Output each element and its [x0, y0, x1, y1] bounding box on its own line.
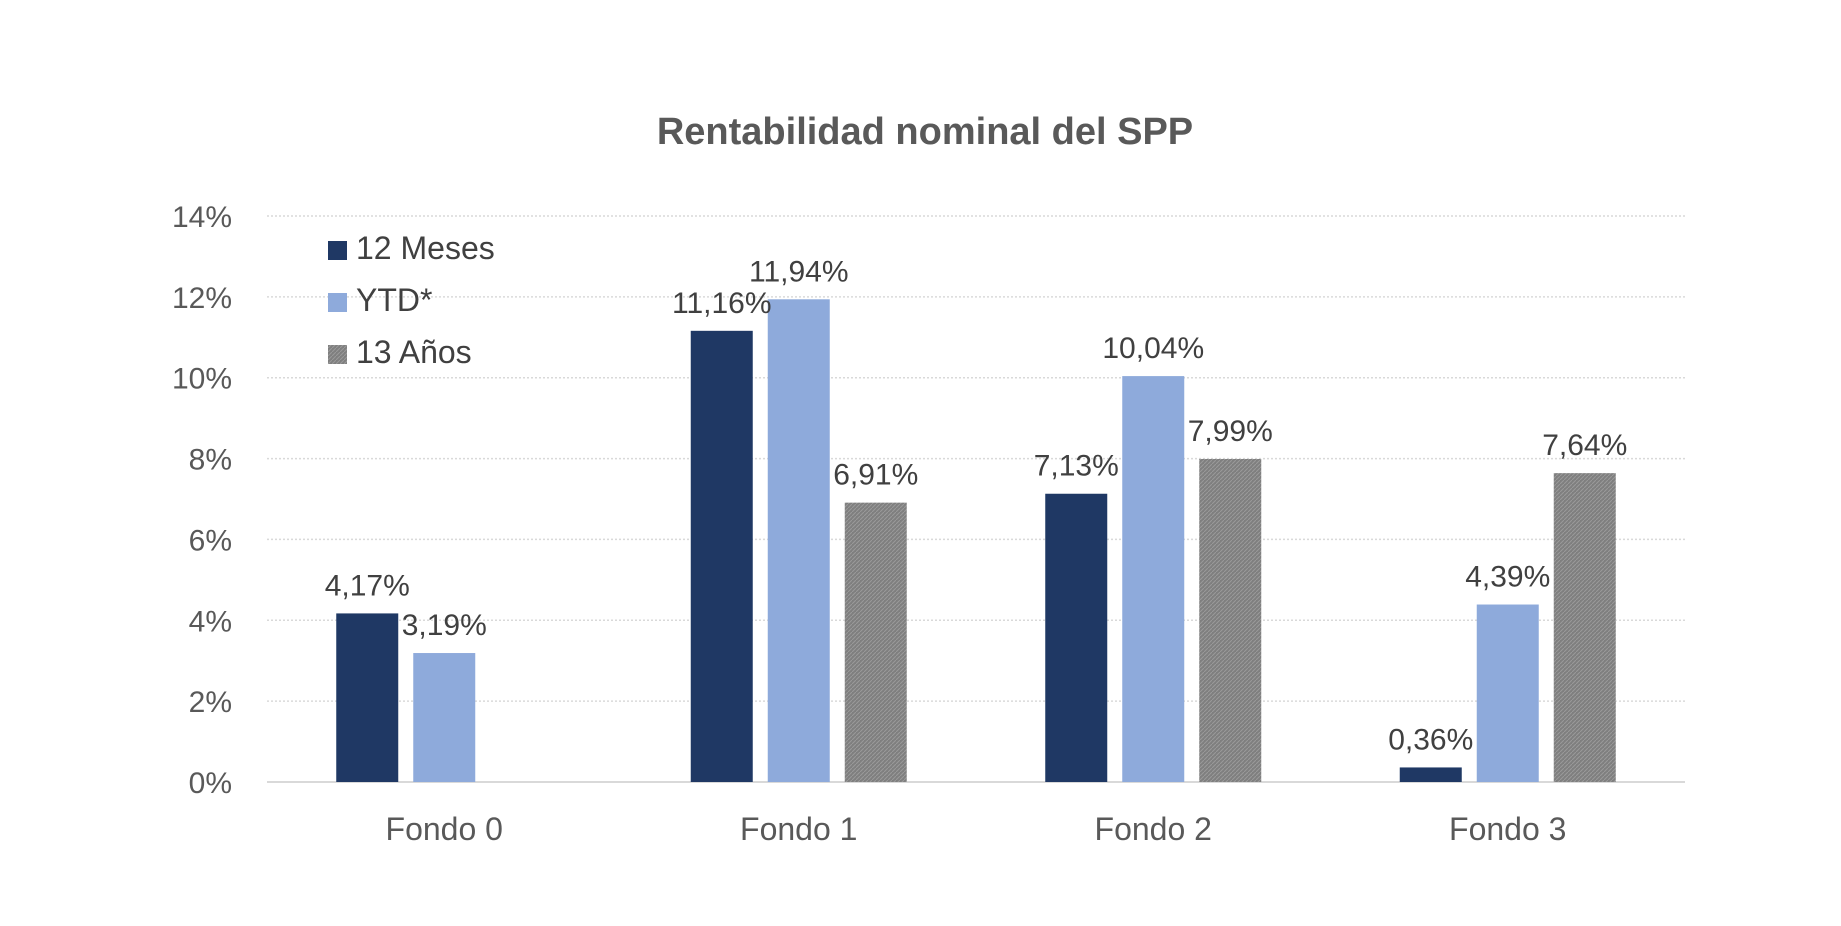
x-category-label: Fondo 0 — [386, 811, 503, 847]
bar-fondo-2-series-0 — [1045, 493, 1108, 782]
y-axis-ticks: 0% 2% 4% 6% 8% 10% 12% 14% — [172, 201, 232, 800]
data-label: 7,99% — [1188, 415, 1273, 448]
x-axis-categories: Fondo 0 Fondo 1 Fondo 2 Fondo 3 — [386, 811, 1567, 847]
bar-fondo-2-series-2 — [1199, 458, 1262, 782]
data-label: 4,17% — [325, 569, 410, 602]
data-label: 7,13% — [1034, 450, 1119, 483]
legend-swatch — [328, 345, 347, 364]
data-label: 7,64% — [1542, 429, 1627, 462]
data-labels: 4,17% 3,19% 11,16%11,94% 6,91% 7,13% 10,04% 7,… — [325, 255, 1628, 756]
gridlines — [267, 215, 1685, 783]
x-category-label: Fondo 1 — [740, 811, 857, 847]
y-tick-label: 2% — [189, 686, 232, 719]
y-tick-label: 12% — [172, 282, 232, 315]
bar-fondo-0-series-1 — [413, 653, 476, 782]
legend-label: 12 Meses — [356, 230, 495, 266]
data-label: 0,36% — [1388, 723, 1473, 756]
data-label: 4,39% — [1465, 561, 1550, 594]
y-tick-label: 10% — [172, 363, 232, 396]
data-label: 11,94% — [749, 255, 849, 288]
y-tick-label: 6% — [189, 524, 232, 557]
bar-fondo-1-series-1 — [767, 299, 830, 782]
legend-swatch — [328, 241, 347, 260]
legend-swatch — [328, 293, 347, 312]
data-label: 10,04% — [1102, 332, 1204, 365]
x-category-label: Fondo 3 — [1449, 811, 1566, 847]
x-category-label: Fondo 2 — [1095, 811, 1212, 847]
bar-fondo-0-series-0 — [336, 613, 399, 782]
legend-label: 13 Años — [356, 334, 472, 370]
data-label: 6,91% — [833, 459, 918, 492]
y-tick-label: 4% — [189, 605, 232, 638]
bars — [336, 299, 1616, 782]
bar-fondo-2-series-1 — [1122, 376, 1185, 782]
bar-fondo-1-series-2 — [844, 502, 907, 782]
bar-fondo-3-series-0 — [1399, 767, 1462, 782]
bar-fondo-1-series-0 — [690, 330, 753, 782]
chart-title: Rentabilidad nominal del SPP — [657, 111, 1193, 153]
y-tick-label: 8% — [189, 444, 232, 477]
y-tick-label: 0% — [189, 767, 232, 800]
data-label: 3,19% — [402, 609, 487, 642]
y-tick-label: 14% — [172, 201, 232, 234]
data-label: 11,16% — [672, 287, 772, 320]
legend: 12 Meses YTD* 13 Años — [328, 230, 495, 370]
bar-fondo-3-series-1 — [1476, 604, 1539, 782]
bar-fondo-3-series-2 — [1553, 473, 1616, 782]
legend-label: YTD* — [356, 282, 432, 318]
